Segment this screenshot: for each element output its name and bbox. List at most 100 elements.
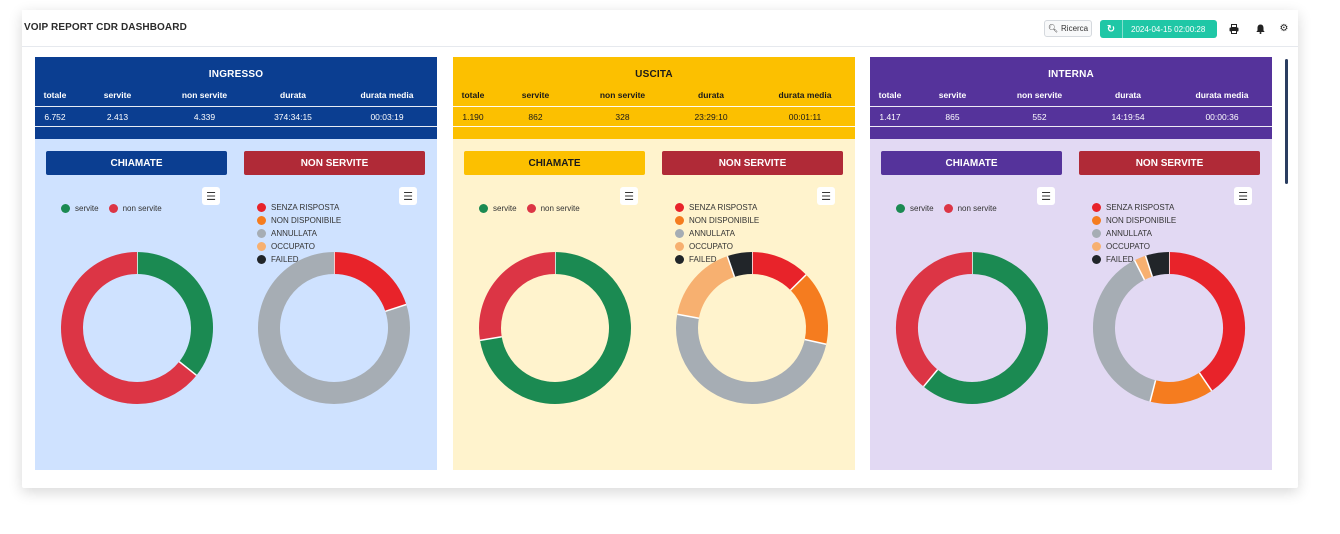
donut-segment-failed[interactable] (1145, 252, 1170, 277)
legend-item-annullata[interactable]: ANNULLATA (675, 227, 759, 240)
column-headers: totale servite non servite durata durata med… (870, 90, 1272, 100)
gear-icon[interactable]: ⚙︎ (1279, 23, 1289, 34)
column-header-totale: totale (878, 90, 902, 100)
legend-item-servite[interactable]: servite (896, 202, 934, 215)
refresh-icon: ↻ (1100, 20, 1123, 38)
legend-dot (675, 229, 684, 238)
value-totale: 1.417 (879, 112, 901, 122)
donut-chart (676, 252, 828, 404)
chiamate-button[interactable]: CHIAMATE (464, 151, 645, 175)
value-servite: 865 (945, 112, 960, 122)
donut-segment-servite[interactable] (480, 252, 631, 404)
legend-item-non-disponibile[interactable]: NON DISPONIBILE (1092, 214, 1176, 227)
donut-separator (726, 255, 736, 278)
legend-item-non-disponibile[interactable]: NON DISPONIBILE (675, 214, 759, 227)
donut-segment-senza-risposta[interactable] (751, 252, 807, 291)
value-durata-media: 00:00:36 (1205, 112, 1239, 122)
donut-segment-annullata[interactable] (1093, 260, 1156, 402)
bell-icon[interactable] (1252, 20, 1268, 37)
column-header-durata: durata (1115, 90, 1141, 100)
legend-label: NON DISPONIBILE (689, 216, 760, 225)
legend-item-non-servite[interactable]: non servite (108, 202, 162, 215)
column-header-totale: totale (43, 90, 67, 100)
column-header-servite: servite (521, 90, 550, 100)
chart-menu-button[interactable]: ☰ (817, 187, 835, 205)
app-title: VOIP REPORT CDR DASHBOARD (24, 22, 187, 33)
donut-segment-non-servite[interactable] (61, 252, 197, 404)
chart-menu-button[interactable]: ☰ (399, 187, 417, 205)
legend-item-senza-risposta[interactable]: SENZA RISPOSTA (257, 201, 341, 214)
legend-dot (675, 255, 684, 264)
donut-segment-non-servite[interactable] (479, 252, 556, 341)
value-durata-media: 00:01:11 (788, 112, 822, 122)
chiamate-button[interactable]: CHIAMATE (881, 151, 1062, 175)
non-servite-button[interactable]: NON SERVITE (662, 151, 843, 175)
legend-item-occupato[interactable]: OCCUPATO (1092, 240, 1176, 253)
hamburger-icon: ☰ (1041, 190, 1051, 203)
legend-item-failed[interactable]: FAILED (1092, 253, 1176, 266)
non-servite-button[interactable]: NON SERVITE (1079, 151, 1260, 175)
chart-menu-button[interactable]: ☰ (620, 187, 638, 205)
legend-label: FAILED (1106, 255, 1134, 264)
donut-separator (178, 361, 197, 376)
donut-segment-occupato[interactable] (1134, 255, 1153, 280)
donut-segment-annullata[interactable] (676, 314, 827, 404)
legend-item-non-disponibile[interactable]: NON DISPONIBILE (257, 214, 341, 227)
non-servite-button[interactable]: NON SERVITE (244, 151, 425, 175)
value-non-servite: 552 (1032, 112, 1047, 122)
column-headers: totale servite non servite durata durata med… (453, 90, 855, 100)
legend-item-servite[interactable]: servite (61, 202, 99, 215)
legend-item-occupato[interactable]: OCCUPATO (257, 240, 341, 253)
value-durata: 23:29:10 (694, 112, 728, 122)
donut-segment-non-servite[interactable] (896, 252, 973, 387)
chart-menu-button[interactable]: ☰ (1037, 187, 1055, 205)
donut-segment-non-disponibile[interactable] (790, 274, 828, 345)
donut-segment-senza-risposta[interactable] (1168, 252, 1245, 391)
divider (35, 126, 437, 127)
legend-dot (1092, 216, 1101, 225)
donut-segment-occupato[interactable] (677, 256, 735, 319)
panel-interna: INTERNA totale servite non servite durata dur… (870, 57, 1272, 470)
legend-item-failed[interactable]: FAILED (675, 253, 759, 266)
legend-item-senza-risposta[interactable]: SENZA RISPOSTA (1092, 201, 1176, 214)
legend-label: NON DISPONIBILE (271, 216, 342, 225)
last-update-timestamp: 2024-04-15 02:00:28 (1131, 24, 1206, 34)
column-header-servite: servite (938, 90, 967, 100)
legend-item-failed[interactable]: FAILED (257, 253, 341, 266)
values-row: 6.752 2.413 4.339 374:34:15 00:03:19 (35, 109, 437, 125)
chart-menu-button[interactable]: ☰ (202, 187, 220, 205)
legend-item-occupato[interactable]: OCCUPATO (675, 240, 759, 253)
chiamate-button[interactable]: CHIAMATE (46, 151, 227, 175)
legend-label: SENZA RISPOSTA (1106, 203, 1175, 212)
legend-dot (1092, 229, 1101, 238)
donut-separator (479, 336, 502, 342)
legend-label: SENZA RISPOSTA (271, 203, 340, 212)
scrollbar[interactable] (1285, 59, 1288, 184)
refresh-button[interactable]: ↻ 2024-04-15 02:00:28 (1100, 20, 1217, 38)
donut-segment-non-disponibile[interactable] (1150, 372, 1212, 404)
hamburger-icon: ☰ (403, 190, 413, 203)
panel-title: INTERNA (1048, 69, 1094, 80)
legend-dot (257, 203, 266, 212)
donut-segment-senza-risposta[interactable] (333, 252, 407, 312)
donut-segment-annullata[interactable] (258, 252, 410, 404)
chart-menu-button[interactable]: ☰ (1234, 187, 1252, 205)
legend-item-non-servite[interactable]: non servite (526, 202, 580, 215)
donut-segment-failed[interactable] (727, 252, 753, 278)
donut-segment-servite[interactable] (923, 252, 1048, 404)
legend-item-annullata[interactable]: ANNULLATA (257, 227, 341, 240)
legend-label: servite (910, 204, 934, 213)
column-headers: totale servite non servite durata durata med… (35, 90, 437, 100)
legend-item-senza-risposta[interactable]: SENZA RISPOSTA (675, 201, 759, 214)
hamburger-icon: ☰ (624, 190, 634, 203)
legend-item-servite[interactable]: servite (479, 202, 517, 215)
print-icon[interactable] (1226, 20, 1242, 37)
legend-item-annullata[interactable]: ANNULLATA (1092, 227, 1176, 240)
legend-label: NON DISPONIBILE (1106, 216, 1177, 225)
legend-item-non-servite[interactable]: non servite (943, 202, 997, 215)
column-header-servite: servite (103, 90, 132, 100)
legend-label: non servite (122, 204, 162, 213)
search-button[interactable]: 🔍︎ Ricerca (1044, 20, 1092, 37)
legend-label: ANNULLATA (689, 229, 735, 238)
donut-segment-servite[interactable] (136, 252, 213, 376)
